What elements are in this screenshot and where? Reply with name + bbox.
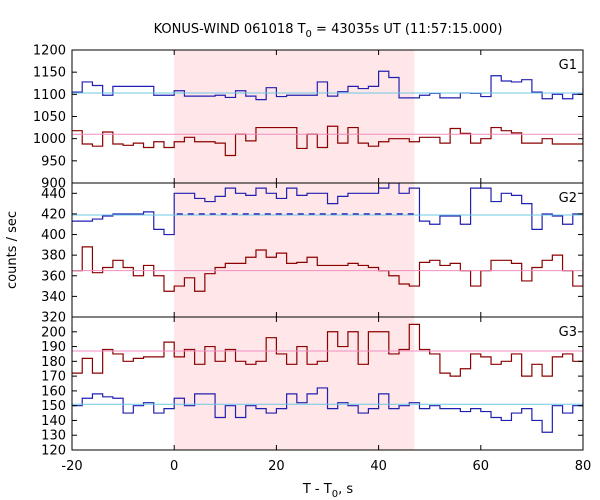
- y-tick-label: 140: [41, 414, 66, 429]
- y-tick-label: 950: [41, 154, 66, 169]
- x-tick-label: 80: [575, 459, 592, 474]
- panels: 90095010001050110011501200G1320340360380…: [33, 44, 591, 475]
- y-tick-label: 1050: [33, 110, 66, 125]
- y-tick-label: 1000: [33, 132, 66, 147]
- y-tick-label: 180: [41, 355, 66, 370]
- series-line-1: [72, 246, 583, 292]
- y-tick-label: 1100: [33, 88, 66, 103]
- y-tick-label: 170: [41, 370, 66, 385]
- series-line-1: [72, 323, 583, 377]
- panel-label: G3: [559, 325, 577, 340]
- x-axis-label: T - T0, s: [302, 482, 353, 500]
- y-tick-label: 400: [41, 228, 66, 243]
- y-tick-label: 200: [41, 325, 66, 340]
- y-tick-label: 440: [41, 187, 66, 202]
- highlight-band: [174, 183, 415, 317]
- y-tick-label: 1150: [33, 66, 66, 81]
- y-tick-label: 130: [41, 429, 66, 444]
- y-tick-label: 380: [41, 249, 66, 264]
- y-tick-label: 320: [41, 311, 66, 326]
- y-tick-label: 360: [41, 269, 66, 284]
- panel-g2: 320 340 360 380 400 420 440 G2: [41, 182, 584, 326]
- x-tick-label: 20: [268, 459, 285, 474]
- panel-label: G2: [559, 191, 577, 206]
- y-axis-label: counts / sec: [5, 211, 20, 289]
- x-tick-label: 0: [170, 459, 178, 474]
- x-tick-label: 60: [473, 459, 490, 474]
- y-tick-label: 190: [41, 340, 66, 355]
- x-tick-label: -20: [61, 459, 82, 474]
- y-tick-label: 420: [41, 207, 66, 222]
- chart-title: KONUS-WIND 061018 T0 = 43035s UT (11:57:…: [154, 22, 503, 40]
- series-line-0: [72, 70, 583, 101]
- y-tick-label: 340: [41, 290, 66, 305]
- series-line-0: [72, 387, 583, 433]
- y-tick-label: 1200: [33, 44, 66, 59]
- y-tick-label: 900: [41, 177, 66, 192]
- highlight-band: [174, 50, 415, 183]
- panel-g1: 900 950 1000 1050 1100 1150 1200 G1: [33, 44, 584, 192]
- panel-label: G1: [559, 58, 577, 73]
- panel-frame: [71, 316, 584, 451]
- series-line-0: [72, 183, 583, 236]
- y-tick-label: 120: [41, 444, 66, 459]
- highlight-band: [174, 317, 415, 450]
- y-tick-label: 160: [41, 384, 66, 399]
- series-line-1: [72, 120, 583, 157]
- x-tick-labels: -20 0 20 40 60 80: [61, 459, 591, 474]
- x-tick-label: 40: [370, 459, 387, 474]
- y-tick-label: 150: [41, 399, 66, 414]
